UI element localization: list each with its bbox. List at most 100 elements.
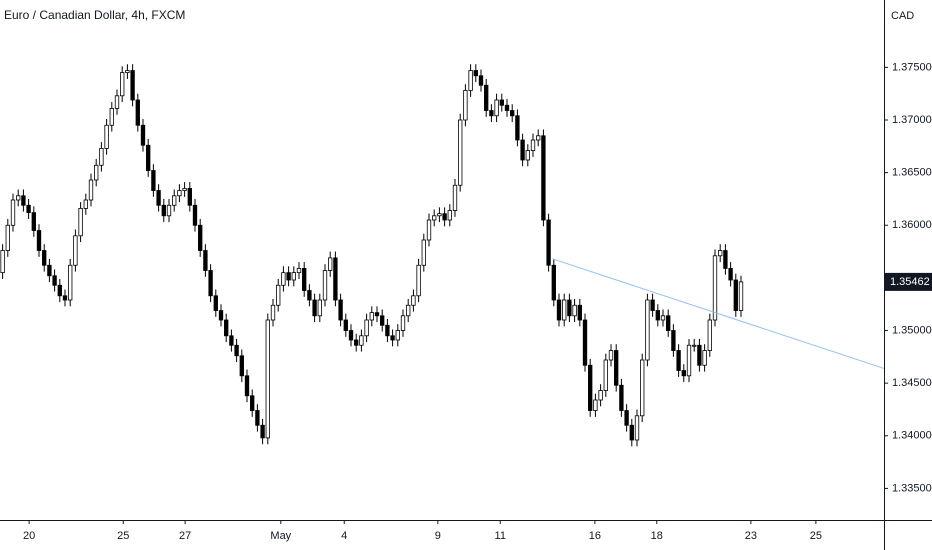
candle-body <box>161 204 166 217</box>
candle-body <box>499 99 504 106</box>
candle-body <box>494 99 499 117</box>
candle-body <box>619 384 624 411</box>
candle-body <box>416 264 421 297</box>
candle-body <box>21 195 26 206</box>
candle-body <box>582 319 588 366</box>
candle-body <box>10 199 16 226</box>
candle-body <box>260 424 265 439</box>
candle-body <box>322 270 328 301</box>
candle-body <box>442 213 447 221</box>
candle-body <box>135 99 140 126</box>
candle-body <box>83 199 88 209</box>
candle-body <box>478 75 484 86</box>
candle-body <box>390 335 395 341</box>
candle-body <box>640 359 645 417</box>
candle-body <box>140 124 146 146</box>
candle-body <box>650 299 655 311</box>
candle-body <box>73 235 78 266</box>
candle-body <box>374 312 380 317</box>
candle-body <box>130 70 135 101</box>
candle-body <box>510 110 515 117</box>
candle-body <box>634 415 640 441</box>
x-tick-label: 25 <box>810 530 822 542</box>
candle-body <box>452 184 458 211</box>
candle-body <box>608 350 614 361</box>
candle-body <box>234 344 239 357</box>
candle-body <box>276 284 281 306</box>
candle-body <box>338 299 343 321</box>
candle-body <box>218 310 224 321</box>
candle-body <box>447 210 452 221</box>
y-tick-label: 1.35000 <box>892 324 932 336</box>
candle-body <box>556 299 562 321</box>
candle-body <box>281 272 286 286</box>
candle-body <box>26 204 31 214</box>
candle-body <box>400 315 406 331</box>
candle-body <box>42 250 47 266</box>
x-tick-label: 18 <box>651 530 663 542</box>
candle-body <box>88 179 94 201</box>
y-tick-label: 1.34500 <box>892 377 932 389</box>
candle-body <box>546 219 551 266</box>
currency-label: CAD <box>891 10 914 22</box>
candle-body <box>47 264 52 277</box>
candle-body <box>156 190 161 206</box>
x-tick-label: May <box>270 530 291 542</box>
candle-body <box>343 319 348 331</box>
candle-body <box>265 319 270 439</box>
candle-body <box>31 212 36 231</box>
candle-body <box>307 290 312 301</box>
y-tick-label: 1.37500 <box>892 61 932 73</box>
candle-body <box>567 299 572 317</box>
candle-body <box>36 230 42 251</box>
last-price-box <box>885 272 932 291</box>
candle-body <box>426 219 432 241</box>
candle-body <box>146 144 151 171</box>
x-tick-label: 20 <box>23 530 35 542</box>
candle-body <box>707 319 712 351</box>
candle-body <box>364 319 369 337</box>
candle-body <box>432 215 437 221</box>
candle-body <box>192 204 198 226</box>
candle-body <box>603 359 608 391</box>
candle-body <box>395 330 400 341</box>
candle-body <box>208 270 213 297</box>
candle-body <box>0 250 5 274</box>
candle-body <box>723 250 728 269</box>
candle-body <box>468 70 473 91</box>
candle-body <box>666 315 671 331</box>
candle-body <box>312 299 317 317</box>
candle-body <box>302 268 307 291</box>
candle-body <box>676 350 681 371</box>
candle-body <box>62 295 68 301</box>
candle-body <box>463 90 468 121</box>
x-tick-label: 27 <box>179 530 191 542</box>
candle-body <box>109 108 114 126</box>
candle-body <box>78 208 83 237</box>
candle-body <box>577 304 582 321</box>
candle-body <box>671 330 676 351</box>
candle-body <box>125 70 130 74</box>
x-tick-label: 9 <box>435 530 441 542</box>
candle-body <box>99 148 104 166</box>
candle-body <box>702 350 707 366</box>
candle-body <box>489 110 494 117</box>
x-tick-label: 11 <box>495 530 506 542</box>
candle-body <box>728 268 733 281</box>
y-tick-label: 1.36000 <box>892 219 932 231</box>
candle-body <box>380 315 385 326</box>
candle-body <box>551 264 556 301</box>
candle-body <box>733 279 738 311</box>
candle-body <box>525 150 530 161</box>
candle-body <box>411 295 416 306</box>
candle-body <box>645 299 650 361</box>
candle-body <box>530 139 536 151</box>
candle-body <box>213 295 218 311</box>
x-tick-label: 25 <box>117 530 129 542</box>
candle-body <box>255 410 260 426</box>
candle-body <box>244 375 250 397</box>
candle-body <box>572 304 577 317</box>
candle-body <box>520 139 525 161</box>
candle-body <box>681 370 686 377</box>
